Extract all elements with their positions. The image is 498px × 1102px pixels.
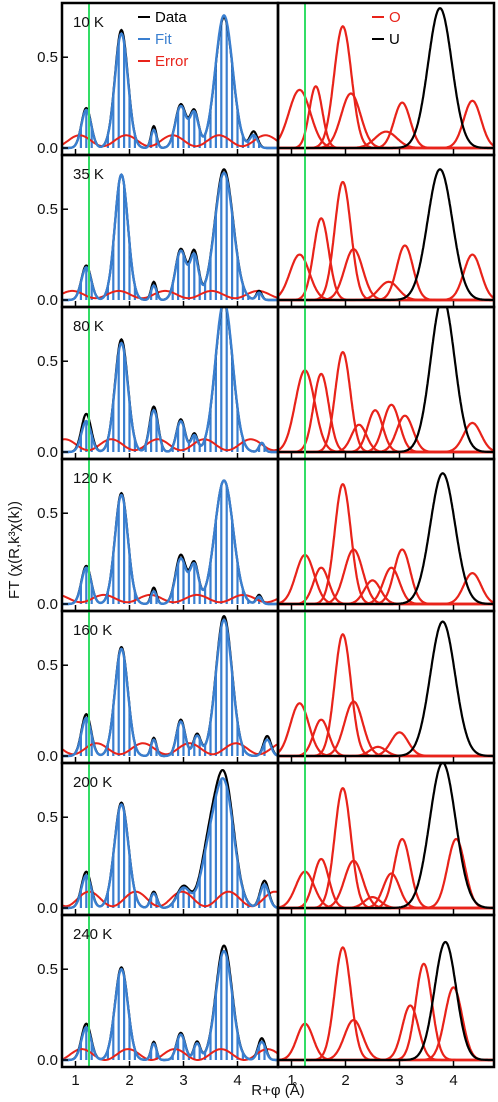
x-tick-label: 3	[179, 1072, 187, 1089]
right-panel-1: OU	[276, 1, 496, 157]
temperature-label: 10 K	[73, 14, 104, 31]
fit-line	[62, 618, 278, 758]
right-panel-6	[276, 761, 496, 917]
data-line	[62, 479, 278, 606]
temperature-label: 160 K	[73, 622, 112, 639]
figure-overlay: FT (χ(R,k³χ(k)) R+φ (Å)	[6, 501, 305, 1099]
x-axis-label: R+φ (Å)	[251, 1082, 304, 1099]
left-panel-7: 240 K 0.0 0.5 1 2 3 4	[37, 913, 280, 1089]
temperature-label: 200 K	[73, 774, 112, 791]
fit-line	[62, 307, 278, 454]
x-tick-label: 4	[233, 1072, 241, 1089]
left-panel-5: 160 K 0.0 0.5	[37, 609, 280, 765]
fit-line	[62, 777, 278, 910]
x-tick-label: 1	[71, 1072, 79, 1089]
right-panel-4	[276, 457, 496, 613]
legend-label: Data	[155, 9, 187, 26]
o-shell-line	[278, 483, 494, 606]
panel-row-5: 160 K 0.0 0.5	[37, 609, 496, 765]
u-shell-line	[278, 307, 494, 454]
left-panel-1: 10 K 0.0 0.5 Data Fit Error	[37, 1, 280, 157]
y-tick-label: 0.0	[37, 900, 58, 917]
left-panel-4: 120 K 0.0 0.5	[37, 457, 280, 613]
panel-row-2: 35 K 0.0 0.5	[37, 153, 496, 309]
left-panel-2: 35 K 0.0 0.5	[37, 153, 280, 309]
left-panel-3: 80 K 0.0 0.5	[37, 305, 280, 461]
fit-line	[62, 479, 278, 606]
u-shell-line	[278, 472, 494, 606]
temperature-label: 120 K	[73, 470, 112, 487]
u-shell-line	[278, 940, 494, 1062]
legend-label: Error	[155, 53, 188, 70]
y-tick-label: 0.5	[37, 505, 58, 522]
error-line	[62, 890, 278, 908]
error-line	[62, 438, 278, 452]
fit-line	[62, 949, 278, 1062]
error-line	[62, 593, 278, 604]
u-shell-line	[278, 620, 494, 758]
panel-frame	[276, 913, 496, 1069]
temperature-label: 80 K	[73, 318, 104, 335]
y-tick-label: 0.0	[37, 596, 58, 613]
fit-line	[62, 14, 278, 150]
panel-grid: 10 K 0.0 0.5 Data Fit Error OU 35 K 0.0 0.5 80 K 0.…	[37, 1, 496, 1089]
right-panel-5	[276, 609, 496, 765]
right-panel-3	[276, 305, 496, 461]
y-tick-label: 0.5	[37, 657, 58, 674]
x-tick-label: 2	[125, 1072, 133, 1089]
y-tick-label: 0.0	[37, 140, 58, 157]
x-tick-label: 2	[341, 1072, 349, 1089]
o-shell-line	[278, 633, 494, 758]
temperature-label: 35 K	[73, 166, 104, 183]
y-tick-label: 0.0	[37, 292, 58, 309]
o-shell-line	[278, 217, 494, 302]
right-panel-2	[276, 153, 496, 309]
panel-row-3: 80 K 0.0 0.5	[37, 305, 496, 461]
y-tick-label: 0.5	[37, 201, 58, 218]
data-line	[62, 944, 278, 1062]
y-tick-label: 0.5	[37, 809, 58, 826]
x-tick-label: 3	[395, 1072, 403, 1089]
panel-row-7: 240 K 0.0 0.5 1 2 3 4 1 2 3 4	[37, 913, 496, 1089]
y-tick-label: 0.0	[37, 1052, 58, 1069]
y-tick-label: 0.0	[37, 748, 58, 765]
temperature-label: 240 K	[73, 926, 112, 943]
x-tick-label: 1	[287, 1072, 295, 1089]
y-tick-label: 0.5	[37, 353, 58, 370]
u-shell-line	[278, 7, 494, 150]
panel-row-6: 200 K 0.0 0.5	[37, 761, 496, 917]
y-tick-label: 0.5	[37, 961, 58, 978]
y-tick-label: 0.5	[37, 49, 58, 66]
u-shell-line	[278, 763, 494, 910]
panel-row-4: 120 K 0.0 0.5	[37, 457, 496, 613]
panel-frame	[276, 153, 496, 309]
y-tick-label: 0.0	[37, 444, 58, 461]
x-tick-label: 4	[449, 1072, 457, 1089]
legend-label: Fit	[155, 31, 172, 48]
right-panel-7: 1 2 3 4	[276, 913, 496, 1089]
u-shell-line	[278, 168, 494, 302]
left-panel-6: 200 K 0.0 0.5	[37, 761, 280, 917]
fit-line	[62, 171, 278, 302]
o-shell-line	[278, 946, 494, 1062]
y-axis-label: FT (χ(R,k³χ(k))	[6, 501, 23, 599]
legend-label: O	[389, 9, 401, 26]
panel-row-1: 10 K 0.0 0.5 Data Fit Error OU	[37, 1, 496, 157]
legend-label: U	[389, 31, 400, 48]
o-shell-line	[278, 1022, 494, 1062]
data-line	[62, 168, 278, 302]
